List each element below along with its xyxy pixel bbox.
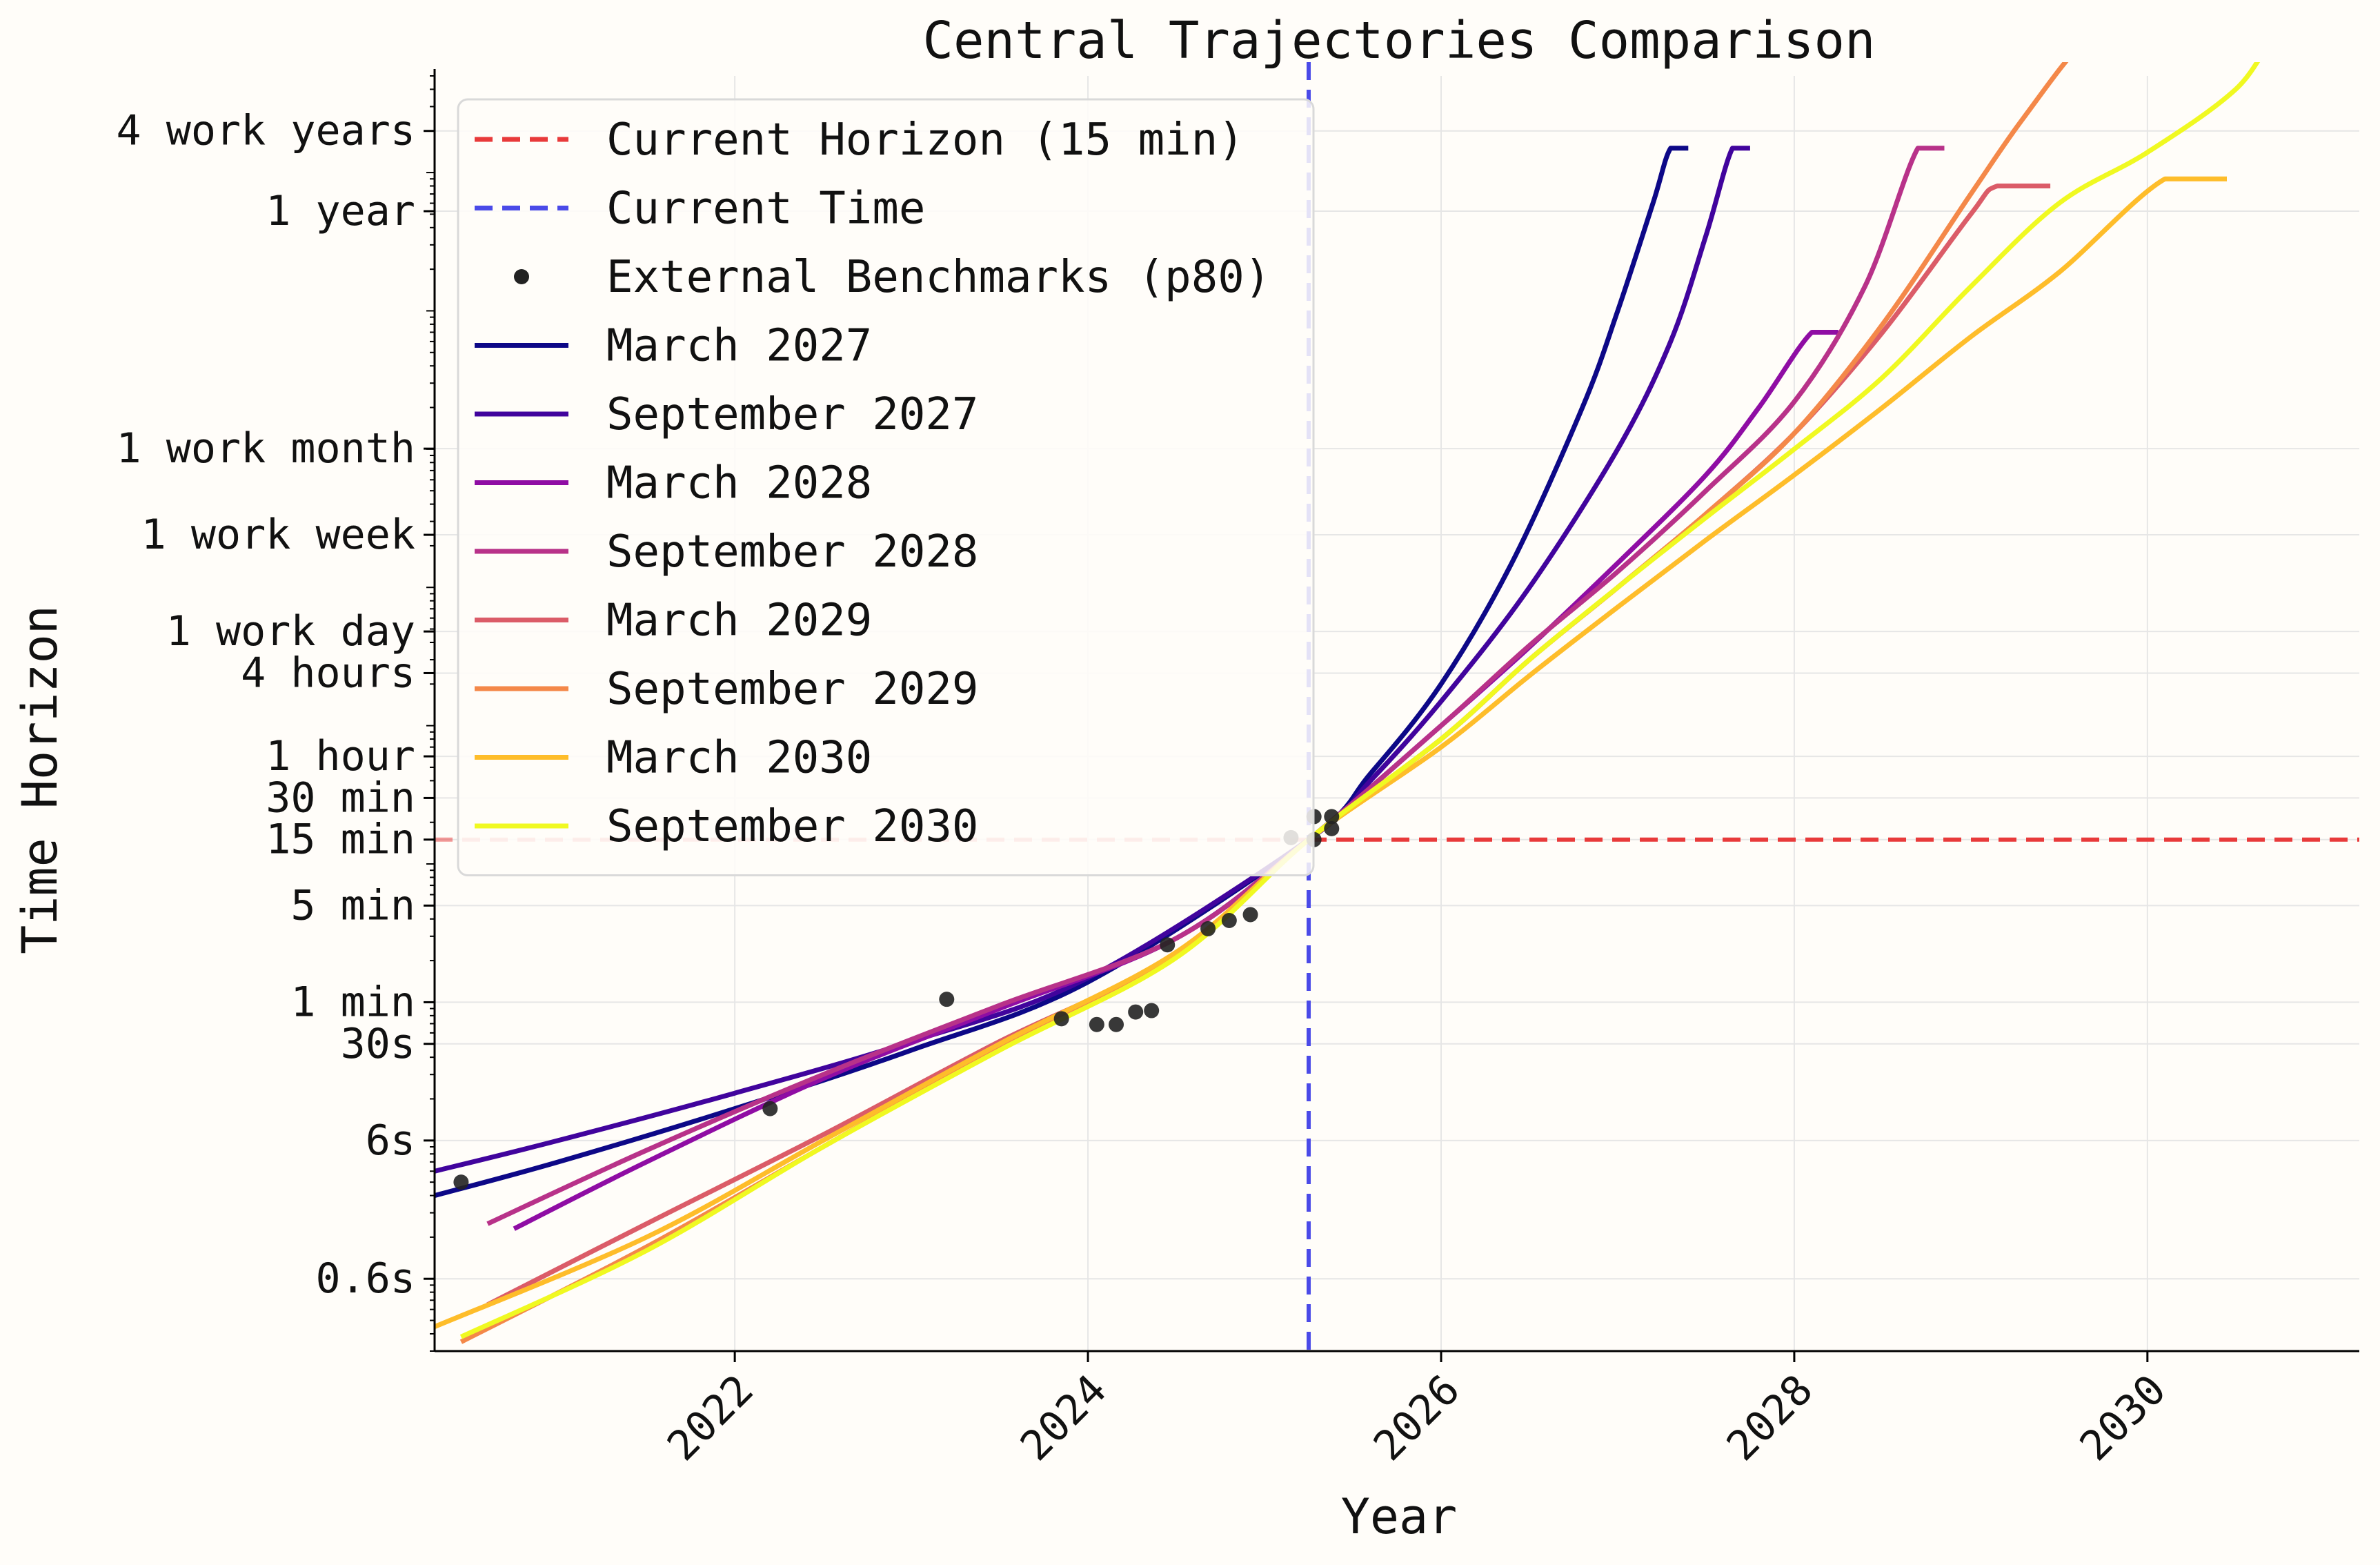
series-line-1 <box>435 146 1689 1198</box>
benchmark-point <box>1324 809 1340 825</box>
y-axis-label: Time Horizon <box>12 605 68 954</box>
legend-label: March 2029 <box>606 596 872 647</box>
legend-marker <box>514 269 529 284</box>
benchmark-point <box>1109 1016 1124 1032</box>
benchmark-point <box>1089 1016 1104 1032</box>
plot-area <box>435 62 2359 1351</box>
benchmark-point <box>1324 820 1340 836</box>
benchmark-point <box>453 1174 469 1190</box>
legend-label: March 2028 <box>606 458 872 509</box>
series-line-8 <box>459 62 2261 1339</box>
legend-label: September 2029 <box>606 664 978 715</box>
legend-box <box>457 98 1315 876</box>
benchmark-point <box>1053 1011 1069 1027</box>
series-line-2 <box>435 146 1750 1174</box>
legend-label: Current Time <box>606 184 925 235</box>
y-tick-label: 4 hours <box>241 649 415 697</box>
legend-label: September 2027 <box>606 389 978 440</box>
y-tick-label: 1 work day <box>166 607 415 656</box>
legend-label: September 2028 <box>606 526 978 578</box>
benchmark-point <box>939 992 955 1007</box>
legend-label: March 2027 <box>606 321 872 372</box>
series-line-4 <box>486 146 1945 1226</box>
x-axis-label: Year <box>1341 1488 1458 1545</box>
benchmark-point <box>1221 912 1237 928</box>
y-tick-label: 1 work month <box>117 424 415 473</box>
y-tick-label: 5 min <box>290 881 415 929</box>
y-tick-label: 30s <box>341 1020 415 1068</box>
y-tick-label: 0.6s <box>316 1254 416 1303</box>
y-tick-label: 30 min <box>266 774 415 822</box>
y-tick-label: 1 work week <box>141 511 415 559</box>
benchmark-point <box>1128 1004 1144 1020</box>
y-tick-label: 1 year <box>266 187 415 235</box>
y-tick-label: 1 min <box>290 978 415 1026</box>
legend-label: September 2030 <box>606 801 978 852</box>
y-tick-label: 6s <box>366 1116 415 1165</box>
legend-label: External Benchmarks (p80) <box>606 252 1271 303</box>
y-tick-label: 4 work years <box>117 107 415 155</box>
legend-label: Current Horizon (15 min) <box>606 115 1244 166</box>
benchmark-point <box>1242 907 1258 923</box>
y-tick-label: 1 hour <box>266 732 415 780</box>
series-line-7 <box>435 176 2227 1329</box>
legend: Current Horizon (15 min) Current Time Exte… <box>457 98 1315 876</box>
legend-label: March 2030 <box>606 733 872 784</box>
benchmark-point <box>762 1101 778 1116</box>
plot-inner <box>435 62 2359 1351</box>
benchmark-point <box>1200 921 1216 936</box>
benchmark-point <box>1160 937 1176 953</box>
y-tick-label: 15 min <box>266 816 415 864</box>
chart-title: Central Trajectories Comparison <box>922 11 1875 70</box>
benchmark-point <box>1144 1003 1160 1018</box>
